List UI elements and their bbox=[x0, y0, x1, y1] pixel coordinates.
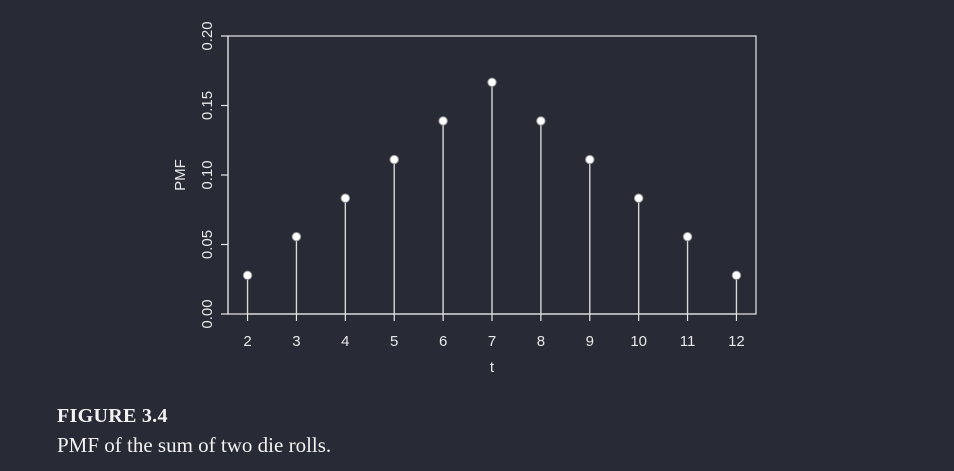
y-tick-label: 0.20 bbox=[199, 21, 216, 50]
data-point bbox=[389, 154, 399, 165]
x-tick-label: 12 bbox=[728, 333, 745, 350]
data-point bbox=[438, 116, 448, 126]
data-point bbox=[585, 154, 595, 165]
x-tick-label: 8 bbox=[537, 333, 545, 350]
x-tick-label: 4 bbox=[341, 333, 349, 350]
data-point bbox=[242, 270, 253, 281]
y-axis-title: PMF bbox=[172, 159, 189, 191]
stems bbox=[246, 82, 738, 314]
points bbox=[242, 77, 742, 281]
y-tick-label: 0.00 bbox=[199, 299, 216, 328]
y-axis: 0.00 0.05 0.10 0.15 0.20 bbox=[199, 21, 229, 329]
x-tick-label: 11 bbox=[680, 333, 696, 350]
data-point bbox=[487, 77, 497, 87]
data-point bbox=[731, 270, 742, 281]
data-point bbox=[291, 232, 302, 242]
x-tick-label: 5 bbox=[390, 333, 398, 350]
y-tick-label: 0.05 bbox=[199, 230, 216, 259]
x-axis: 2 3 4 5 6 7 8 9 10 11 12 bbox=[243, 313, 745, 350]
data-point bbox=[682, 232, 693, 242]
x-tick-label: 6 bbox=[439, 333, 447, 350]
x-tick-label: 2 bbox=[243, 333, 251, 350]
x-tick-label: 9 bbox=[586, 333, 594, 350]
x-tick-label: 10 bbox=[630, 333, 647, 350]
figure-number: FIGURE 3.4 bbox=[57, 405, 168, 427]
data-point bbox=[536, 116, 546, 126]
figure-caption: PMF of the sum of two die rolls. bbox=[57, 433, 332, 457]
x-tick-label: 3 bbox=[292, 333, 300, 350]
data-point bbox=[633, 193, 644, 203]
data-point bbox=[340, 193, 351, 203]
x-axis-title: t bbox=[490, 359, 495, 376]
pmf-stem-chart: 0.00 0.05 0.10 0.15 0.20 2 3 4 5 6 7 8 9 10 11 12 t PM… bbox=[172, 21, 757, 376]
y-tick-label: 0.10 bbox=[199, 160, 216, 189]
y-tick-label: 0.15 bbox=[199, 91, 216, 120]
x-tick-label: 7 bbox=[488, 333, 496, 350]
